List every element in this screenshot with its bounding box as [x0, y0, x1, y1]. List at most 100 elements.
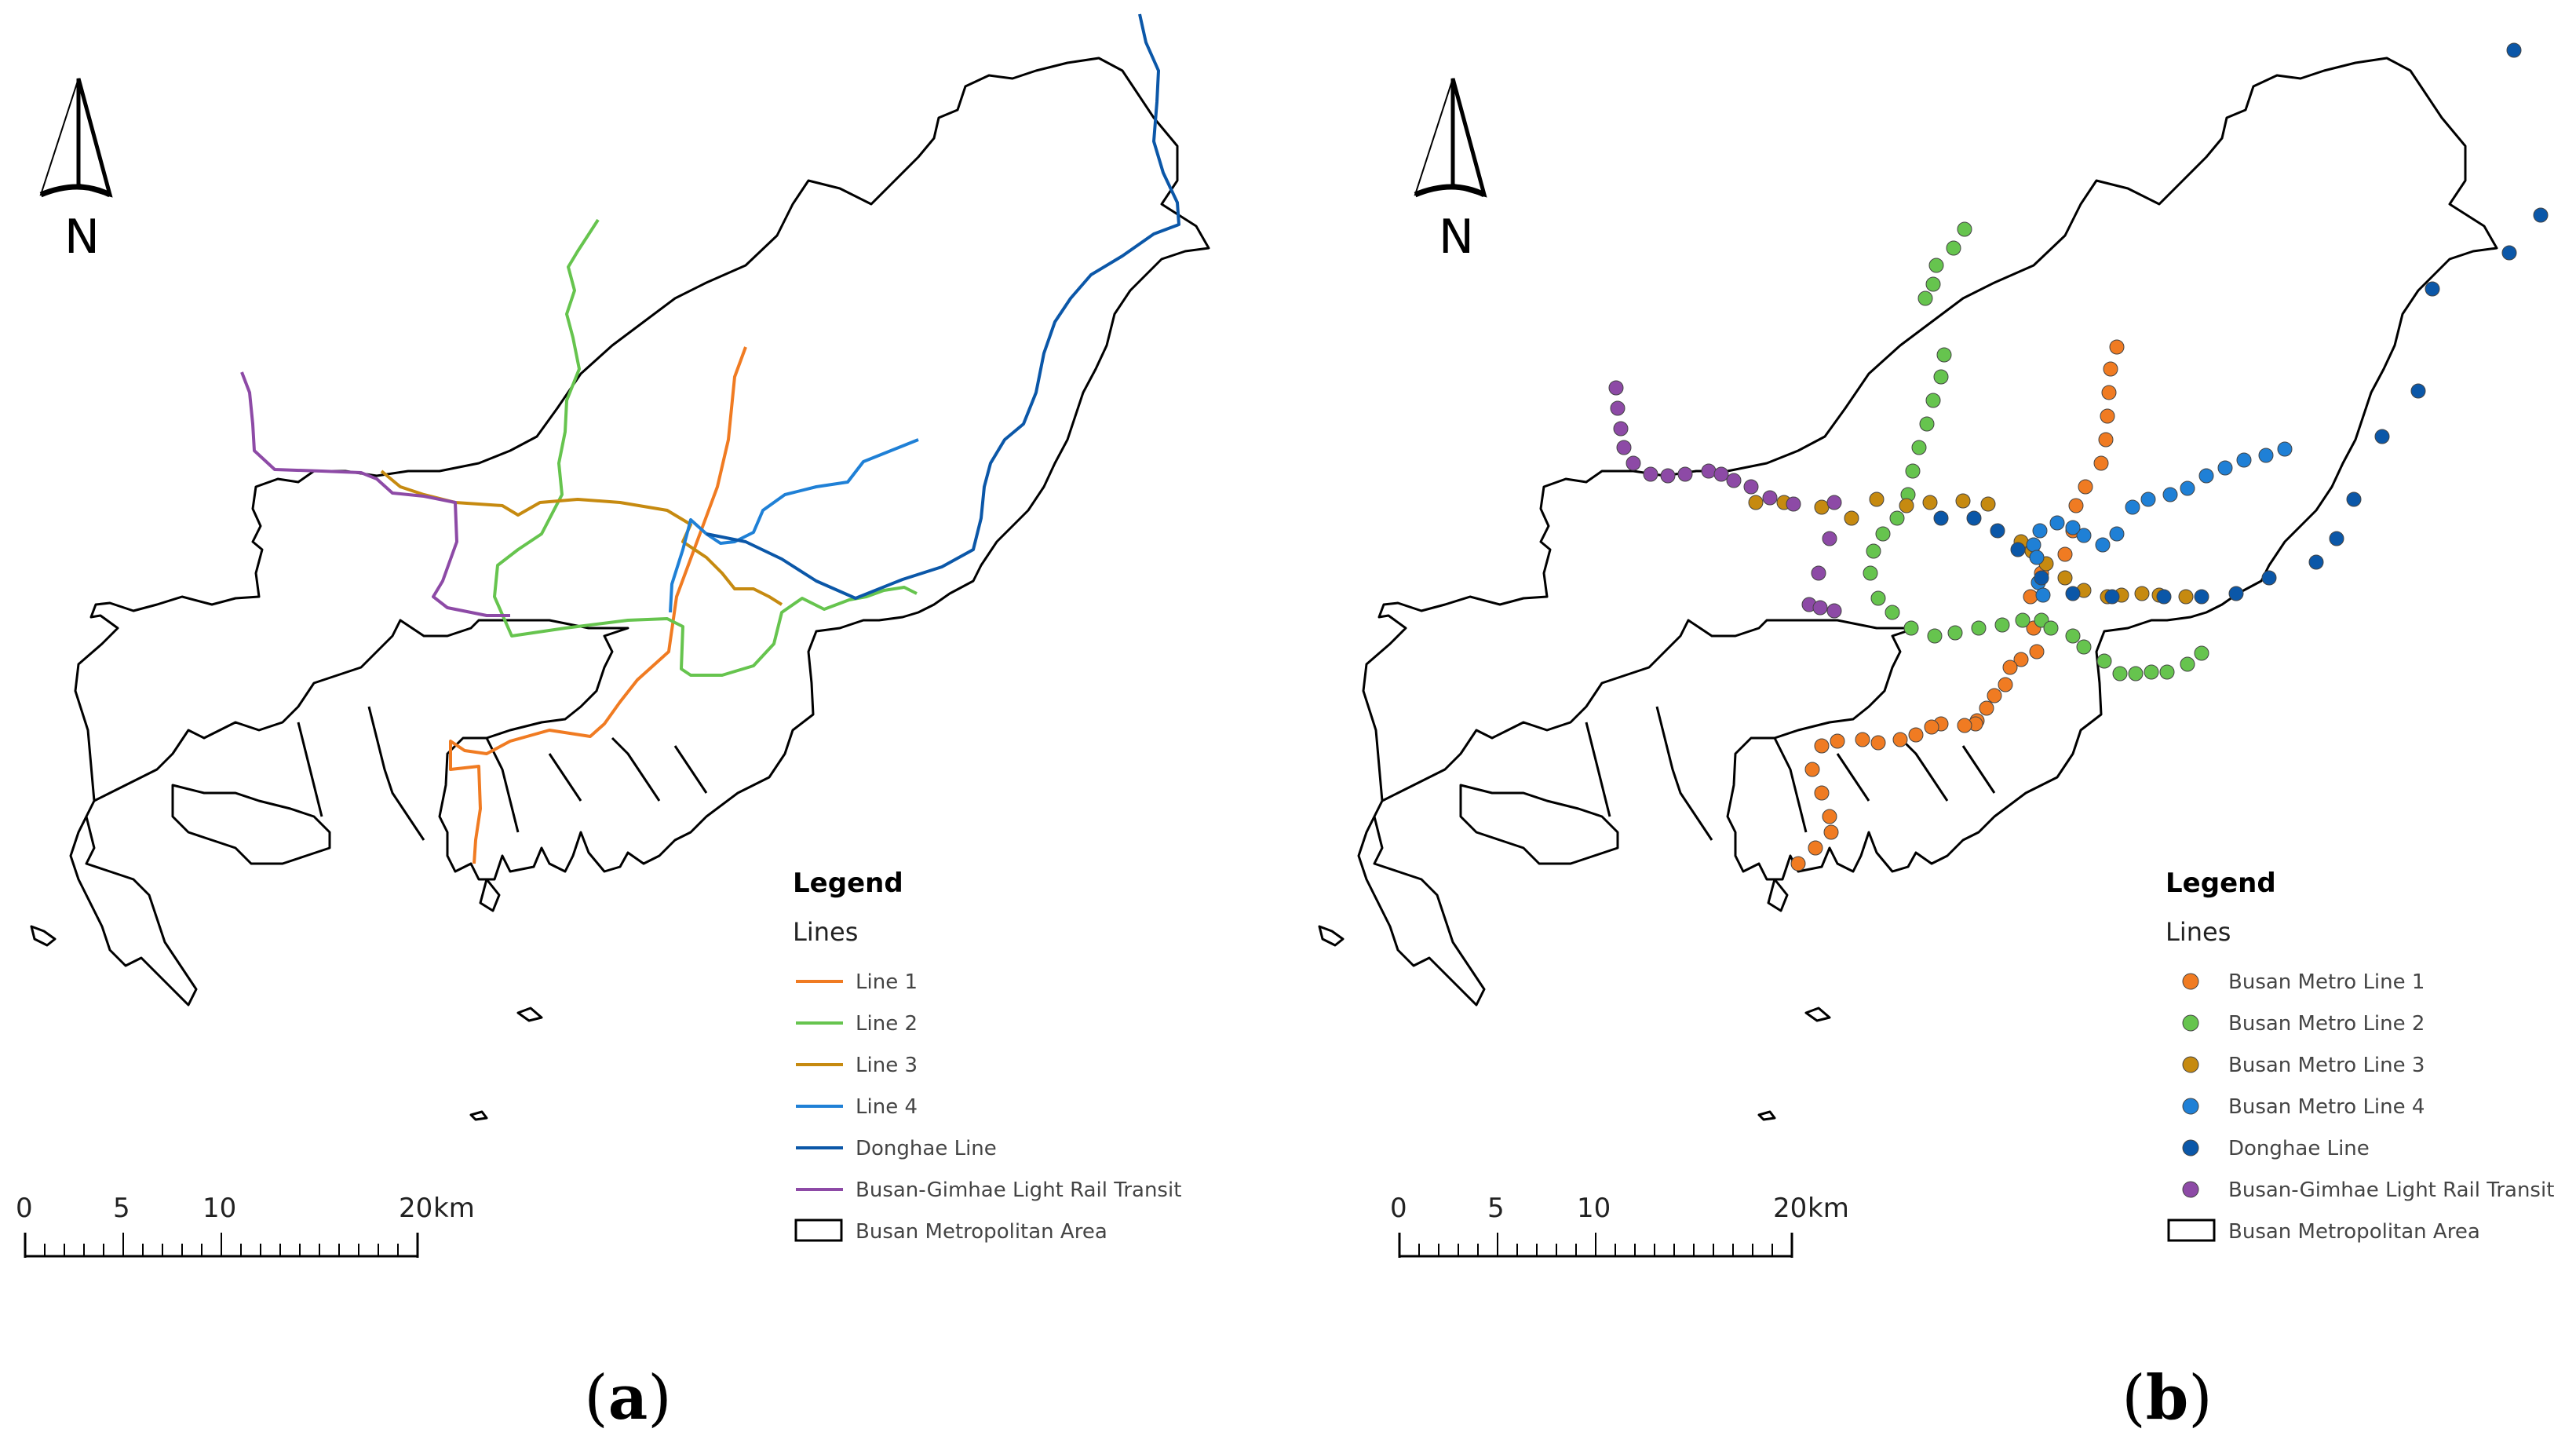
station-dot [1899, 498, 1914, 513]
boundary-segment [1899, 736, 1949, 802]
boundary-segment [367, 706, 425, 841]
panel-a-caption: (a) [584, 1362, 672, 1434]
transit-line [493, 218, 918, 677]
station-dot [1786, 496, 1801, 512]
station-dot [2096, 653, 2112, 669]
station-dot [2134, 586, 2150, 601]
station-dot [1855, 732, 1870, 747]
station-dot [1947, 625, 1963, 641]
station-dot [1979, 700, 1994, 716]
station-dot [2140, 491, 2156, 507]
station-dot [1922, 495, 1938, 510]
panel-b-caption-letter: b [2145, 1362, 2189, 1434]
station-dot [1928, 258, 1944, 273]
station-dot [2068, 498, 2084, 513]
boundary-segment [1655, 706, 1713, 841]
station-dot [1643, 466, 1658, 482]
station-dot [1875, 526, 1891, 542]
station-dot [2346, 491, 2362, 507]
station-dot [2228, 586, 2244, 601]
boundary-segment [1585, 722, 1611, 817]
legend-a: Legend Lines Line 1 Line 2 Line 3 Line 4 Don… [793, 868, 1181, 1244]
station-dot [2101, 385, 2117, 400]
boundary-segment [69, 57, 1210, 1007]
station-dot [1990, 523, 2005, 539]
legend-title: Legend [793, 868, 903, 899]
boundary-segment [1961, 745, 1996, 794]
line-2-path [493, 218, 918, 677]
scale-tick-5: 5 [113, 1193, 130, 1224]
station-dot [1925, 276, 1941, 292]
station-dot [2308, 554, 2324, 570]
station-dot [1822, 809, 1837, 824]
station-dot [1811, 565, 1826, 581]
station-dot [2178, 589, 2194, 605]
station-dot [2329, 531, 2344, 546]
station-dot [1616, 440, 1632, 455]
legend-label: Donghae Line [856, 1137, 997, 1160]
scale-tick-0: 0 [16, 1193, 33, 1224]
legend-label: Donghae Line [2228, 1137, 2370, 1160]
station-dot [1892, 732, 1908, 747]
station-dot [1762, 490, 1778, 506]
station-dot [2194, 645, 2209, 661]
station-dot [1889, 510, 1905, 526]
station-dot [2194, 589, 2209, 605]
station-dot [1966, 510, 1982, 526]
scale-tick-0: 0 [1390, 1193, 1407, 1224]
station-dot [2015, 612, 2031, 628]
legend-label: Line 2 [856, 1012, 918, 1036]
station-dot [1804, 762, 1820, 777]
station-dot [1869, 491, 1885, 507]
legend-swatch-point [2182, 1181, 2199, 1198]
station-dot [2023, 589, 2038, 605]
station-dot [1826, 495, 1842, 510]
boundary-segment [516, 1007, 543, 1022]
station-dot [2095, 537, 2111, 553]
boundary-segment [1767, 878, 1789, 912]
station-dot [1933, 510, 1949, 526]
boundary-segment [1773, 737, 1808, 833]
station-dot [2029, 644, 2045, 660]
legend-label: Line 1 [856, 970, 918, 994]
station-dot [2374, 429, 2390, 444]
transit-line [240, 371, 510, 617]
scale-unit: km [1808, 1193, 1849, 1224]
station-dot [2162, 487, 2178, 502]
legend-swatch-boundary [2167, 1219, 2216, 1242]
scale-tick-10: 10 [1577, 1193, 1611, 1224]
station-dot [2104, 589, 2120, 605]
station-dot [1998, 677, 2013, 692]
boundary-segment [479, 878, 501, 912]
scale-bar: 0 5 10 20 km [1390, 1193, 1849, 1258]
legend-label: Busan Metro Line 1 [2228, 970, 2425, 994]
station-dot [1814, 499, 1830, 515]
station-dot [1814, 785, 1830, 801]
line-1-path [449, 346, 747, 864]
boundary-segment [1459, 784, 1619, 865]
panel-b-station-map: N [1288, 0, 2576, 1436]
north-letter: N [1439, 210, 1474, 265]
line-1-stations [1790, 339, 2125, 871]
station-dot [1814, 738, 1830, 754]
legend-label: Busan-Gimhae Light Rail Transit [856, 1178, 1181, 1202]
boundary-segment [485, 737, 520, 833]
station-dot [2410, 383, 2426, 399]
station-dot [2065, 586, 2081, 601]
scale-tick-5: 5 [1487, 1193, 1505, 1224]
station-dot [2103, 361, 2118, 377]
station-dot [2258, 448, 2274, 463]
boundary-segment [297, 722, 323, 817]
station-dot [1808, 840, 1823, 856]
north-arrow-icon: N [39, 78, 113, 265]
station-dot [1790, 856, 1806, 871]
boundary-segment [673, 745, 708, 794]
line-2-stations [1863, 221, 2209, 681]
line-4-path [669, 438, 919, 613]
boundary-segment [1357, 57, 2498, 1007]
station-dot [2065, 628, 2081, 644]
station-dot [1911, 440, 1927, 455]
station-dot [1903, 620, 1919, 636]
station-dot [1713, 466, 1729, 482]
